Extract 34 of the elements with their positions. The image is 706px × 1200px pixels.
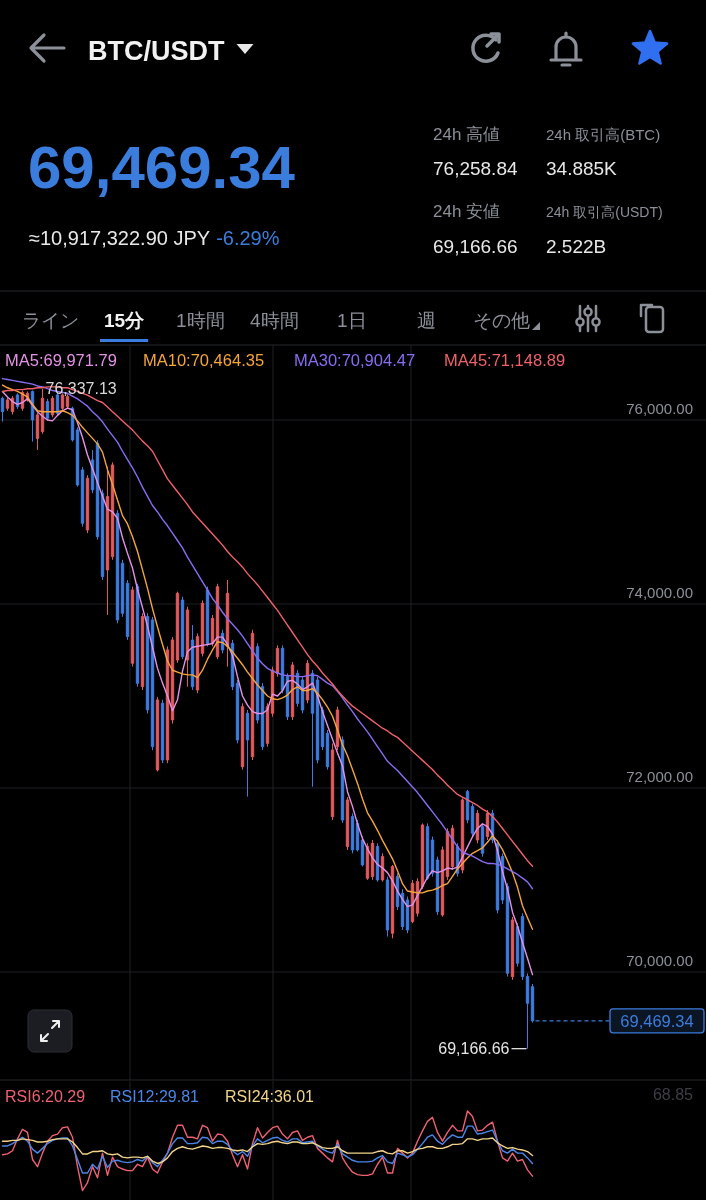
- text: 76,258.84: [433, 158, 518, 179]
- text: その他: [473, 310, 530, 331]
- text: BTC/USDT: [88, 36, 225, 66]
- ref-line-label: 69,469.34: [620, 1011, 694, 1030]
- text: ≈10,917,322.90 JPY: [29, 227, 211, 249]
- text: 1日: [337, 310, 367, 331]
- text: MA45:71,148.89: [444, 351, 566, 369]
- series-label: MA5:69,971.79: [5, 351, 117, 369]
- text: 24h 取引高(BTC): [546, 126, 661, 143]
- annotation: 76,337.13: [45, 380, 117, 398]
- text: 2.522B: [546, 236, 607, 257]
- text: 24h 安値: [433, 202, 501, 221]
- annotation: 69,166.66: [438, 1040, 510, 1058]
- y-tick-label: 74,000.00: [626, 583, 693, 601]
- text: 68.85: [652, 1086, 694, 1103]
- text: 15分: [104, 310, 146, 331]
- text: 69,166.66: [433, 236, 518, 257]
- text: RSI24:36.01: [225, 1088, 315, 1105]
- text: 4時間: [250, 310, 299, 331]
- text: 1時間: [176, 310, 225, 331]
- y-tick-label: 76,000.00: [626, 399, 693, 417]
- text: 24h 取引高(USDT): [546, 204, 663, 220]
- text: 69,469.34: [28, 134, 296, 201]
- text: 週: [417, 310, 436, 331]
- series-label: RSI6:20.29: [5, 1088, 86, 1105]
- text: ライン: [22, 310, 79, 331]
- text: -6.29%: [216, 227, 280, 249]
- y-tick-label: 70,000.00: [626, 951, 693, 969]
- text: 24h 高値: [433, 125, 501, 144]
- text: 34.885K: [546, 158, 618, 179]
- y-tick-label: 72,000.00: [626, 767, 693, 785]
- text: MA30:70,904.47: [294, 351, 416, 369]
- text: RSI12:29.81: [110, 1088, 200, 1105]
- text: MA10:70,464.35: [143, 351, 265, 369]
